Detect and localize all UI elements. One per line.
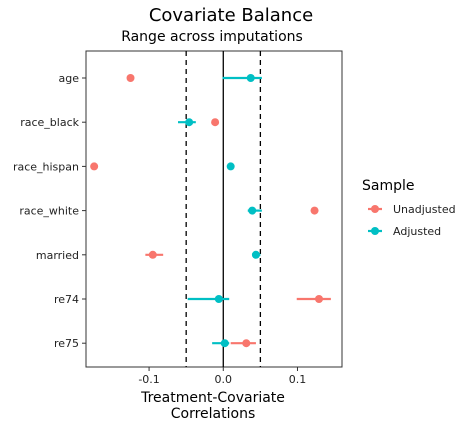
x-axis-title-line1: Treatment-Covariate <box>140 390 285 406</box>
x-tick-label-1: 0.0 <box>215 373 233 386</box>
x-axis: -0.1 0.0 0.1 <box>138 367 306 386</box>
point-adjusted-race_hispan <box>226 162 235 171</box>
point-adjusted-married <box>251 250 260 259</box>
y-axis: age race_black race_hispan race_whitemarrie… <box>13 72 86 350</box>
legend-key-unadjusted <box>371 205 379 213</box>
point-adjusted-race_black <box>185 118 194 127</box>
point-adjusted-age <box>246 74 255 82</box>
plot-panel <box>85 50 343 368</box>
y-tick-label-race_hispan: race_hispan <box>13 160 79 173</box>
point-unadjusted-race_black <box>211 118 220 127</box>
point-unadjusted-age <box>126 74 135 82</box>
x-tick-label-0: -0.1 <box>138 373 159 386</box>
y-tick-label-race_black: race_black <box>20 116 79 129</box>
chart-subtitle: Range across imputations <box>121 29 303 45</box>
x-tick-label-2: 0.1 <box>289 373 307 386</box>
reference-lines <box>185 51 262 367</box>
legend-key-adjusted <box>371 227 379 235</box>
legend-title: Sample <box>362 178 415 194</box>
legend: Sample Unadjusted Adjusted <box>362 178 456 238</box>
point-adjusted-race_white <box>248 206 257 215</box>
y-tick-label-re74: re74 <box>54 293 79 306</box>
point-unadjusted-re74 <box>314 295 323 303</box>
chart-title: Covariate Balance <box>149 5 313 26</box>
y-tick-label-married: married <box>36 249 79 262</box>
point-adjusted-re74 <box>214 295 223 303</box>
point-unadjusted-married <box>148 250 157 259</box>
x-axis-title-line2: Correlations <box>171 406 256 422</box>
legend-label-adjusted: Adjusted <box>393 225 441 238</box>
point-unadjusted-race_hispan <box>90 162 99 171</box>
legend-label-unadjusted: Unadjusted <box>393 203 456 216</box>
y-tick-label-re75: re75 <box>54 337 79 350</box>
data-marks <box>90 74 331 348</box>
point-unadjusted-race_white <box>310 206 319 215</box>
point-adjusted-re75 <box>220 339 229 348</box>
point-unadjusted-re75 <box>242 339 251 348</box>
y-tick-label-age: age <box>59 72 80 85</box>
y-tick-label-race_white: race_white <box>19 205 79 218</box>
